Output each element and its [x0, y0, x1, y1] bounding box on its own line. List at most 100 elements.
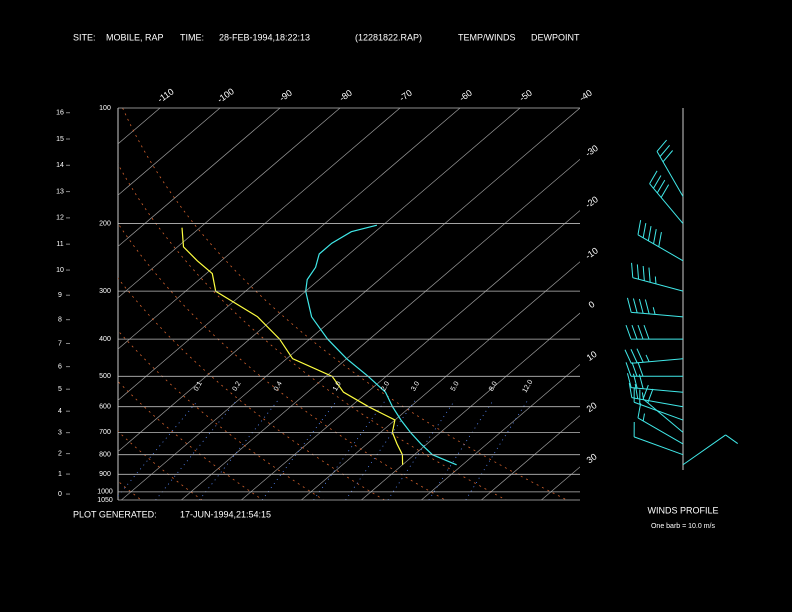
isotherm [361, 312, 580, 500]
isotherm [121, 108, 580, 500]
pressure-label: 800 [99, 452, 111, 459]
profile-line [181, 227, 404, 465]
time: 28-FEB-1994,18:22:13 [219, 32, 310, 42]
wind-shaft [649, 183, 684, 224]
mixing-ratio-line [387, 400, 456, 500]
isotherm [118, 108, 281, 247]
mixing-ratio-line [465, 400, 529, 500]
height-label: 12 [56, 215, 64, 222]
barb [642, 413, 645, 421]
wind-shaft [633, 401, 684, 421]
winds-note: One barb = 10.0 m/s [651, 523, 716, 530]
mixing-ratio-line [428, 400, 494, 500]
mixing-ratio-line [118, 400, 199, 497]
mixing-ratio-line [345, 400, 416, 500]
barb [643, 324, 650, 340]
site-label: SITE: [73, 32, 96, 42]
height-label: 3 [58, 430, 62, 437]
barb [626, 297, 632, 313]
height-label: 11 [56, 241, 63, 248]
isotherm [241, 210, 580, 500]
wind-barb [633, 422, 684, 456]
height-label: 9 [58, 292, 62, 299]
temperature-label: 0 [587, 299, 597, 310]
wind-shaft [637, 417, 684, 445]
height-label: 13 [56, 188, 64, 195]
height-label: 6 [58, 363, 62, 370]
barb [725, 434, 739, 444]
height-label: 8 [58, 317, 62, 324]
legend-entry: TEMP/WINDS [458, 32, 516, 42]
barb [631, 324, 638, 340]
barb [625, 362, 632, 377]
dry-adiabat [118, 480, 142, 500]
barb [644, 299, 650, 315]
temperature-label: -30 [583, 143, 599, 159]
mixing-ratio-line [155, 400, 238, 500]
barb [642, 384, 649, 400]
barb [632, 298, 638, 313]
mixing-ratio-label: 0.4 [273, 380, 284, 392]
height-label: 16 [56, 110, 64, 117]
temperature-label: 30 [585, 451, 599, 465]
pressure-label: 100 [99, 105, 111, 112]
barb [656, 139, 668, 152]
height-label: 14 [56, 162, 64, 169]
wind-shaft [642, 398, 684, 433]
pressure-label: 1000 [97, 489, 113, 496]
barb [662, 150, 674, 163]
wind-shaft [631, 387, 684, 393]
wind-shaft [656, 151, 684, 197]
mixing-ratio-label: 1.0 [332, 380, 343, 392]
barb [652, 307, 656, 315]
pressure-label: 400 [99, 336, 111, 343]
barb [631, 362, 638, 377]
barb [630, 349, 638, 363]
barb [645, 354, 650, 362]
height-label: 4 [58, 408, 62, 415]
wind-shaft [631, 397, 684, 408]
wind-barb [649, 170, 684, 224]
temperature-label: -70 [397, 88, 413, 104]
temperature-label: 10 [585, 349, 599, 363]
barb [642, 265, 645, 281]
dry-adiabat [118, 430, 203, 500]
dry-adiabat [118, 380, 263, 500]
temperature-label: -90 [277, 88, 293, 104]
wind-shaft [637, 234, 684, 262]
profile-line [305, 224, 457, 466]
height-label: 5 [58, 386, 62, 393]
mixing-ratio-label: 8.0 [488, 380, 499, 392]
dry-adiabat [0, 108, 19, 500]
pressure-label: 700 [99, 429, 111, 436]
wind-barb [637, 403, 684, 445]
isotherm [181, 158, 580, 500]
height-label: 15 [56, 136, 64, 143]
barb [649, 170, 658, 184]
dry-adiabat [0, 108, 80, 500]
barb [628, 382, 633, 398]
wind-shaft [682, 434, 726, 466]
isotherm [118, 108, 161, 145]
mixing-ratio-label: 12.0 [522, 379, 535, 394]
mixing-ratio-label: 5.0 [450, 380, 461, 392]
wind-barb [624, 348, 684, 364]
isotherm [481, 415, 580, 500]
isotherm [541, 466, 580, 500]
isotherm [301, 261, 580, 500]
isotherm [118, 108, 521, 453]
barb [647, 226, 652, 241]
wind-barb [682, 434, 739, 466]
barb [637, 324, 644, 340]
wind-barb [637, 220, 684, 262]
generated-time: 17-JUN-1994,21:54:15 [180, 509, 271, 519]
isotherm [118, 108, 221, 196]
isotherm [421, 363, 580, 500]
dry-adiabat [122, 108, 568, 500]
wind-barb [628, 382, 684, 408]
wind-shaft [632, 277, 684, 292]
wind-shaft [631, 358, 684, 364]
isotherm [118, 108, 341, 299]
barb [653, 175, 662, 189]
temperature-label: -110 [156, 86, 176, 104]
